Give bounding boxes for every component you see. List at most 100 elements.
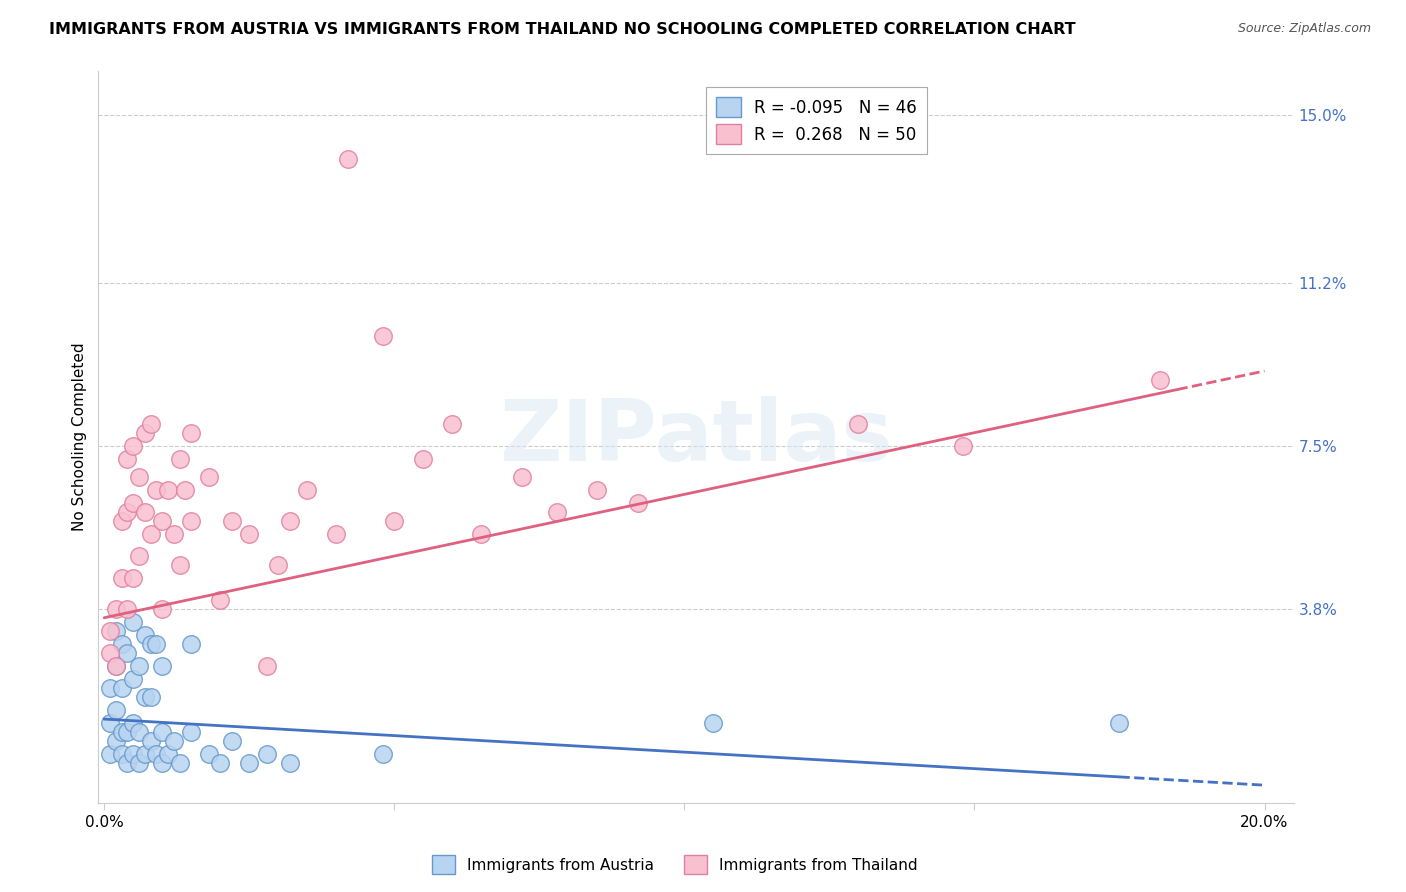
Point <box>209 593 232 607</box>
Point <box>702 716 724 731</box>
Point <box>139 734 162 748</box>
Text: IMMIGRANTS FROM AUSTRIA VS IMMIGRANTS FROM THAILAND NO SCHOOLING COMPLETED CORRE: IMMIGRANTS FROM AUSTRIA VS IMMIGRANTS FR… <box>49 22 1076 37</box>
Point <box>325 527 347 541</box>
Point <box>111 514 134 528</box>
Point <box>336 153 359 167</box>
Legend: R = -0.095   N = 46, R =  0.268   N = 50: R = -0.095 N = 46, R = 0.268 N = 50 <box>706 87 927 154</box>
Point <box>98 716 121 731</box>
Point <box>104 734 127 748</box>
Point <box>157 747 180 762</box>
Text: Source: ZipAtlas.com: Source: ZipAtlas.com <box>1237 22 1371 36</box>
Point <box>122 716 145 731</box>
Point <box>209 756 232 771</box>
Point <box>221 514 243 528</box>
Point <box>256 659 278 673</box>
Point <box>412 452 434 467</box>
Point <box>134 425 156 440</box>
Point <box>371 328 394 343</box>
Point <box>169 452 191 467</box>
Point <box>134 747 156 762</box>
Point <box>278 756 301 771</box>
Point <box>221 734 243 748</box>
Point <box>169 756 191 771</box>
Text: ZIPatlas: ZIPatlas <box>499 395 893 479</box>
Point <box>122 571 145 585</box>
Point <box>238 527 260 541</box>
Point <box>117 725 139 739</box>
Point <box>139 690 162 704</box>
Point <box>134 505 156 519</box>
Point <box>586 483 609 497</box>
Point <box>150 602 173 616</box>
Point <box>163 734 186 748</box>
Point <box>128 469 150 483</box>
Point <box>134 690 156 704</box>
Point <box>267 558 290 572</box>
Point <box>197 747 219 762</box>
Point <box>150 514 173 528</box>
Point <box>197 469 219 483</box>
Point <box>510 469 533 483</box>
Legend: Immigrants from Austria, Immigrants from Thailand: Immigrants from Austria, Immigrants from… <box>426 849 924 880</box>
Point <box>150 725 173 739</box>
Point <box>1108 716 1130 731</box>
Point <box>157 483 180 497</box>
Point <box>256 747 278 762</box>
Point <box>98 646 121 660</box>
Point <box>139 637 162 651</box>
Point <box>382 514 405 528</box>
Point <box>117 505 139 519</box>
Point <box>470 527 492 541</box>
Point <box>111 637 134 651</box>
Point <box>104 602 127 616</box>
Point <box>117 602 139 616</box>
Point <box>111 681 134 696</box>
Point <box>134 628 156 642</box>
Point <box>104 659 127 673</box>
Point <box>297 483 319 497</box>
Point <box>111 571 134 585</box>
Point <box>122 747 145 762</box>
Point <box>238 756 260 771</box>
Y-axis label: No Schooling Completed: No Schooling Completed <box>72 343 87 532</box>
Point <box>371 747 394 762</box>
Point <box>150 659 173 673</box>
Point <box>117 756 139 771</box>
Point <box>128 725 150 739</box>
Point <box>441 417 464 431</box>
Point <box>98 681 121 696</box>
Point <box>174 483 197 497</box>
Point <box>546 505 568 519</box>
Point <box>117 646 139 660</box>
Point <box>98 624 121 638</box>
Point <box>145 637 167 651</box>
Point <box>128 659 150 673</box>
Point <box>145 747 167 762</box>
Point <box>180 514 202 528</box>
Point <box>122 615 145 629</box>
Point <box>169 558 191 572</box>
Point <box>180 637 202 651</box>
Point <box>278 514 301 528</box>
Point <box>848 417 870 431</box>
Point <box>104 703 127 717</box>
Point <box>111 747 134 762</box>
Point <box>111 725 134 739</box>
Point <box>180 725 202 739</box>
Point <box>1149 373 1171 387</box>
Point <box>139 417 162 431</box>
Point <box>122 673 145 687</box>
Point <box>98 747 121 762</box>
Point <box>122 496 145 510</box>
Point <box>128 549 150 563</box>
Point <box>104 624 127 638</box>
Point <box>163 527 186 541</box>
Point <box>145 483 167 497</box>
Point <box>150 756 173 771</box>
Point <box>180 425 202 440</box>
Point <box>128 756 150 771</box>
Point <box>627 496 650 510</box>
Point <box>117 452 139 467</box>
Point <box>104 659 127 673</box>
Point <box>139 527 162 541</box>
